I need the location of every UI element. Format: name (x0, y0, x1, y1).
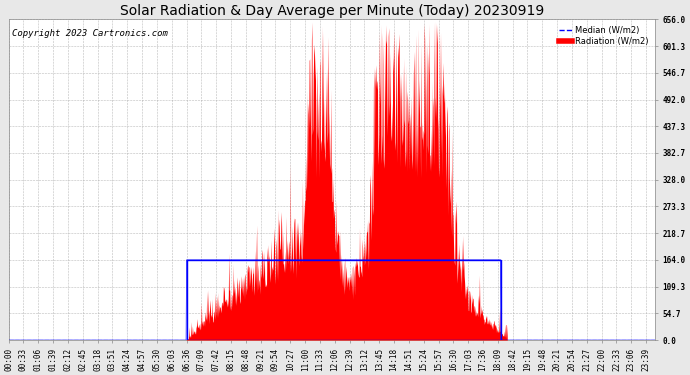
Text: Copyright 2023 Cartronics.com: Copyright 2023 Cartronics.com (12, 29, 168, 38)
Title: Solar Radiation & Day Average per Minute (Today) 20230919: Solar Radiation & Day Average per Minute… (120, 4, 544, 18)
Bar (186, 260, 501, 340)
Legend: Median (W/m2), Radiation (W/m2): Median (W/m2), Radiation (W/m2) (557, 24, 651, 48)
